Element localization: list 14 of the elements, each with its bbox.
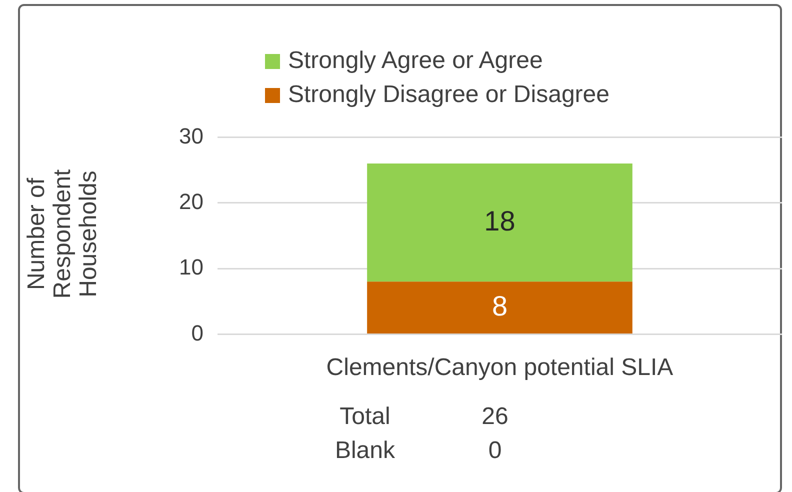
x-tick-label: Clements/Canyon potential SLIA — [326, 354, 674, 382]
text: 26 — [480, 403, 510, 431]
legend-label: Strongly Disagree or Disagree — [288, 81, 610, 109]
y-tick-label: 10 — [178, 254, 204, 280]
data-label: 8 — [492, 290, 508, 322]
y-tick-label: 0 — [191, 320, 204, 346]
y-axis-title: Number of Respondent Households — [23, 168, 102, 301]
text: Total — [338, 403, 392, 431]
text: Blank — [334, 437, 396, 465]
y-tick-label: 30 — [178, 123, 204, 148]
legend-label: Strongly Agree or Agree — [288, 47, 543, 75]
data-label: 18 — [484, 205, 516, 236]
y-tick-label: 20 — [178, 188, 204, 214]
text: 0 — [487, 437, 503, 465]
